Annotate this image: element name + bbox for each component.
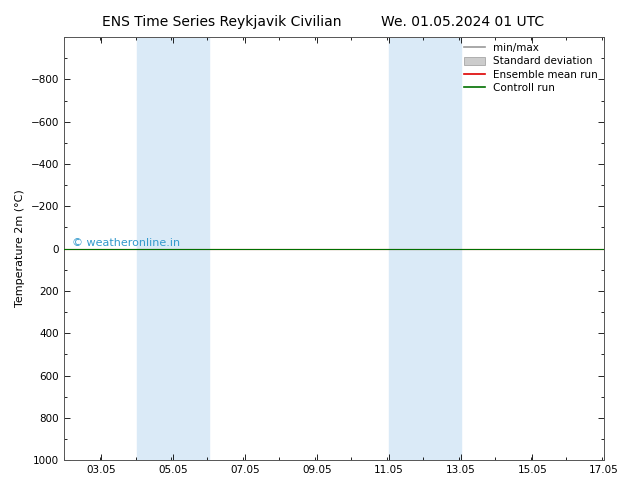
Bar [389, 37, 460, 460]
Text: We. 01.05.2024 01 UTC: We. 01.05.2024 01 UTC [381, 15, 545, 29]
Text: ENS Time Series Reykjavik Civilian: ENS Time Series Reykjavik Civilian [102, 15, 342, 29]
Bar [138, 37, 209, 460]
Text: © weatheronline.in: © weatheronline.in [72, 238, 180, 248]
Y-axis label: Temperature 2m (°C): Temperature 2m (°C) [15, 190, 25, 307]
Legend: min/max, Standard deviation, Ensemble mean run, Controll run: min/max, Standard deviation, Ensemble me… [460, 39, 602, 97]
